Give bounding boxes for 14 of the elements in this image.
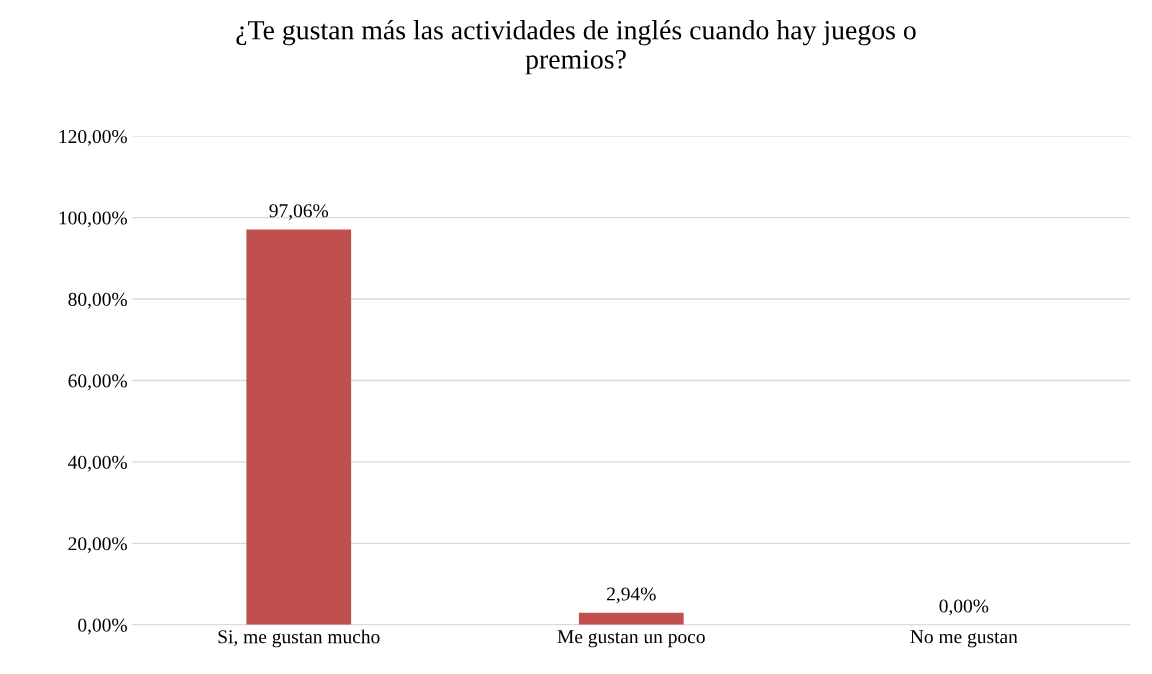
x-tick-label: Si, me gustan mucho (218, 629, 380, 648)
y-tick-label: 80,00% (68, 292, 127, 309)
data-label: 0,00% (939, 599, 989, 616)
y-tick-label: 40,00% (68, 455, 127, 472)
data-label: 2,94% (607, 587, 656, 604)
x-tick-label: No me gustan (910, 630, 1018, 648)
data-label: 97,06% (269, 204, 329, 221)
y-tick-label: 0,00% (78, 618, 127, 635)
chart-title: ¿Te gustan más las actividades de inglés cuando hay juegos o premios? (236, 20, 916, 75)
y-tick-label: 20,00% (68, 537, 127, 554)
y-tick-label: 100,00% (59, 211, 127, 228)
y-tick-label: 60,00% (68, 374, 127, 391)
y-tick-label: 120,00% (59, 129, 127, 146)
x-tick-label: Me gustan un poco (557, 630, 705, 648)
